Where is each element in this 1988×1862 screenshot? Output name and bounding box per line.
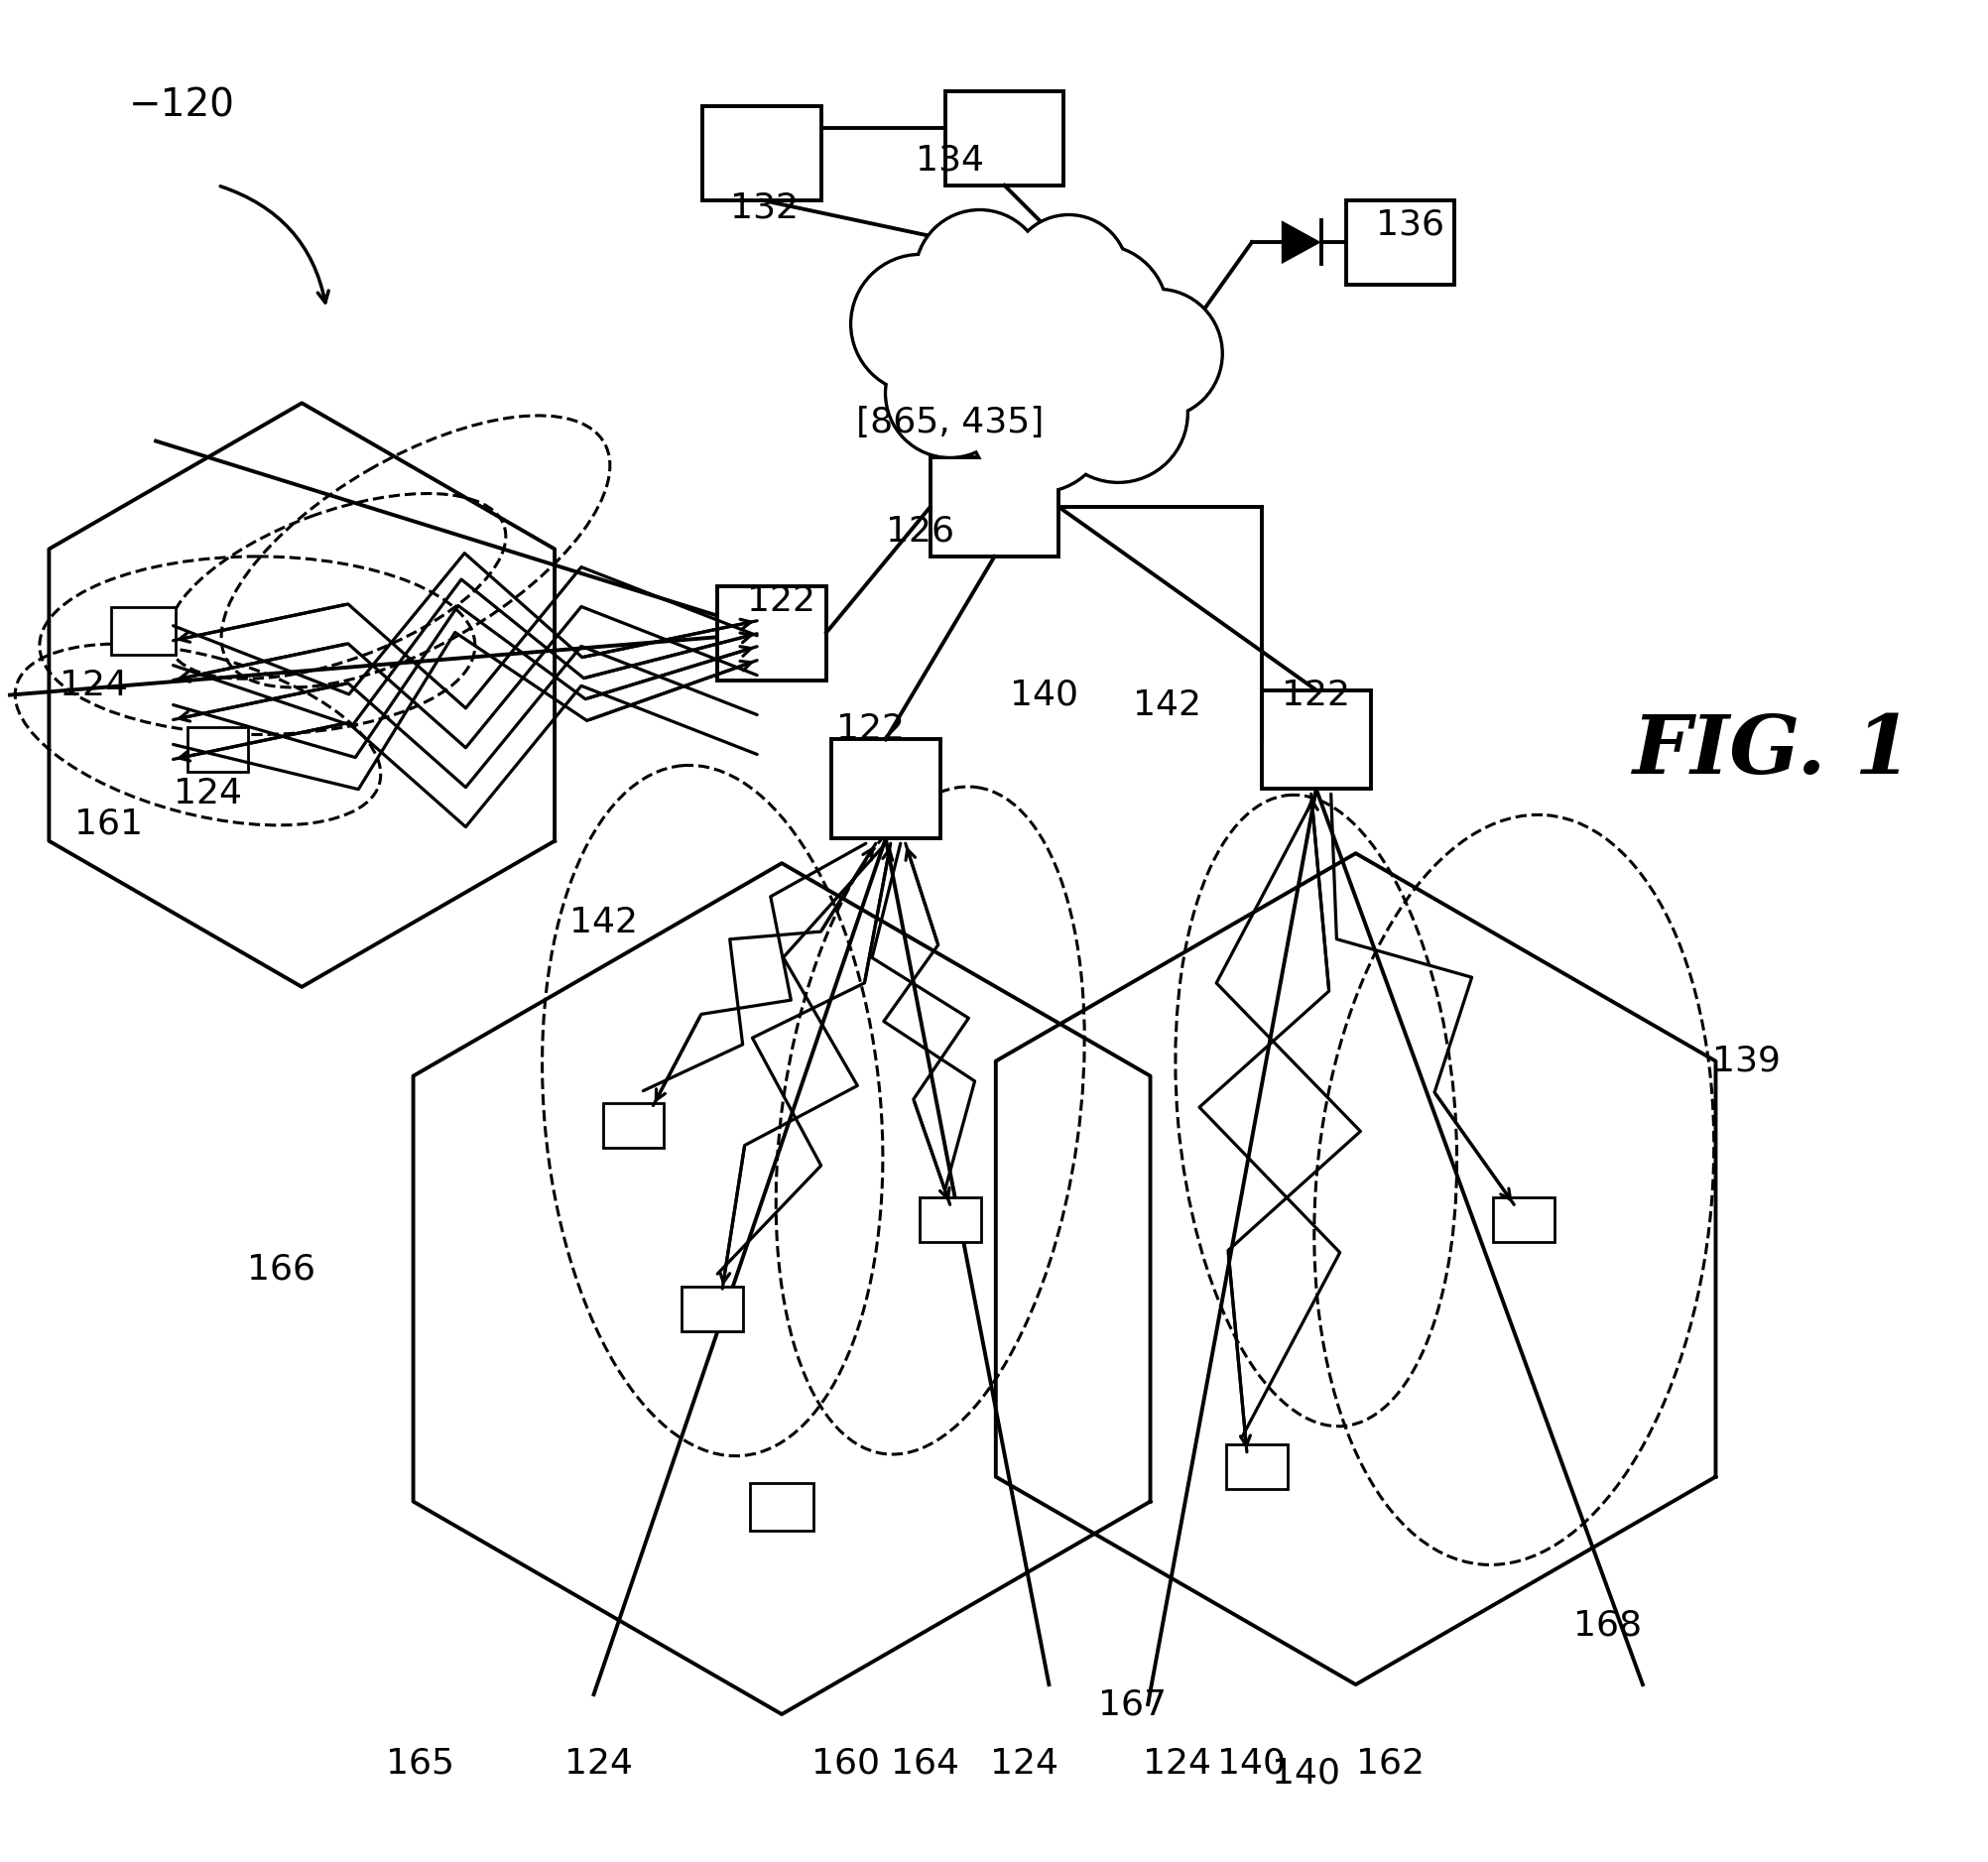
Bar xyxy=(749,1482,813,1531)
Text: 167: 167 xyxy=(1099,1687,1167,1720)
Text: 168: 168 xyxy=(1573,1609,1642,1642)
Circle shape xyxy=(916,212,1042,337)
Circle shape xyxy=(887,330,1014,456)
Text: 166: 166 xyxy=(247,1251,316,1287)
Text: 124: 124 xyxy=(565,1747,632,1780)
Circle shape xyxy=(851,255,990,393)
Text: 122: 122 xyxy=(837,713,905,747)
Circle shape xyxy=(853,255,988,391)
Bar xyxy=(831,739,940,838)
Text: 164: 164 xyxy=(891,1747,958,1780)
Bar xyxy=(930,458,1060,557)
Bar xyxy=(682,1287,744,1331)
Text: 140: 140 xyxy=(1010,678,1077,711)
Text: 160: 160 xyxy=(811,1747,881,1780)
Text: 142: 142 xyxy=(569,905,638,940)
FancyArrowPatch shape xyxy=(221,186,328,302)
Circle shape xyxy=(972,356,1107,492)
Circle shape xyxy=(1093,289,1223,417)
Bar xyxy=(944,91,1064,186)
Bar xyxy=(187,728,248,771)
Circle shape xyxy=(1050,344,1187,482)
Text: 140: 140 xyxy=(1272,1756,1340,1791)
Text: 122: 122 xyxy=(1282,678,1350,711)
Text: −120: −120 xyxy=(129,86,235,125)
Text: 124: 124 xyxy=(60,668,127,702)
Bar xyxy=(1227,1445,1288,1490)
Bar xyxy=(1262,691,1370,789)
Text: 136: 136 xyxy=(1376,209,1443,242)
Bar xyxy=(111,607,175,654)
Text: 124: 124 xyxy=(990,1747,1058,1780)
Text: 162: 162 xyxy=(1356,1747,1423,1780)
Circle shape xyxy=(1050,344,1187,480)
Circle shape xyxy=(1010,216,1127,333)
Text: 142: 142 xyxy=(1133,687,1201,722)
Circle shape xyxy=(1095,290,1221,417)
Bar xyxy=(1346,201,1455,285)
Bar xyxy=(718,587,827,680)
Ellipse shape xyxy=(881,240,1197,467)
Circle shape xyxy=(1030,246,1167,382)
Circle shape xyxy=(1010,214,1127,333)
Circle shape xyxy=(887,330,1014,458)
Text: FIG. 1: FIG. 1 xyxy=(1632,711,1912,791)
Bar xyxy=(702,106,821,201)
Text: 126: 126 xyxy=(887,514,954,549)
Text: 161: 161 xyxy=(74,806,143,840)
Text: 122: 122 xyxy=(747,585,815,618)
Bar xyxy=(1493,1197,1555,1242)
Circle shape xyxy=(1030,244,1167,384)
Text: 165: 165 xyxy=(386,1747,455,1780)
Circle shape xyxy=(924,259,1093,428)
Text: 124: 124 xyxy=(1143,1747,1211,1780)
Text: 140: 140 xyxy=(1217,1747,1286,1780)
Bar xyxy=(918,1197,980,1242)
Circle shape xyxy=(926,261,1091,426)
Text: 124: 124 xyxy=(173,776,243,810)
Polygon shape xyxy=(1282,220,1322,264)
Text: [865, 435]: [865, 435] xyxy=(857,406,1044,439)
Text: 139: 139 xyxy=(1712,1045,1781,1078)
Circle shape xyxy=(914,210,1044,339)
Text: 132: 132 xyxy=(730,192,799,225)
Bar xyxy=(602,1102,664,1147)
Text: 134: 134 xyxy=(914,143,984,177)
Circle shape xyxy=(970,354,1109,492)
